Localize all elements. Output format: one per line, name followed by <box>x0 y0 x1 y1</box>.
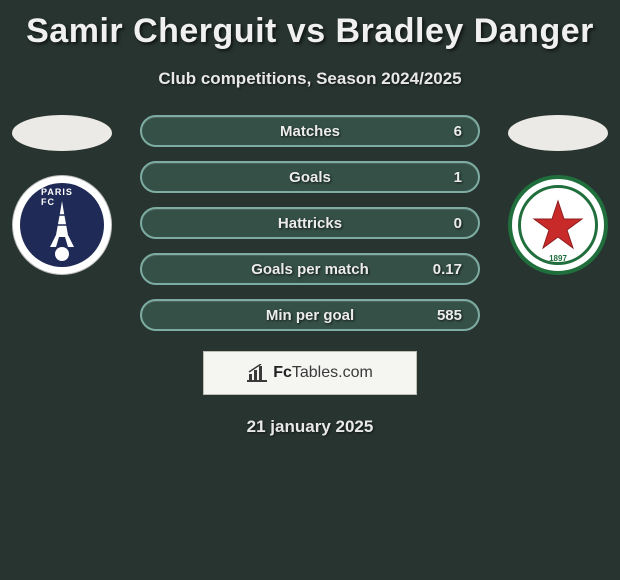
subtitle: Club competitions, Season 2024/2025 <box>0 69 620 89</box>
left-player-col: PARIS FC <box>2 115 122 275</box>
page-title: Samir Cherguit vs Bradley Danger <box>0 0 620 51</box>
logo-brand-right: Tables.com <box>292 364 373 381</box>
parisfc-ball-icon <box>55 247 69 261</box>
parisfc-badge-inner: PARIS FC <box>20 183 104 267</box>
redstar-year: 1897 <box>549 254 567 263</box>
chart-icon <box>247 364 267 382</box>
stat-row: Goals 1 <box>140 161 480 193</box>
left-club-badge: PARIS FC <box>12 175 112 275</box>
stat-label: Hattricks <box>278 215 342 232</box>
eiffel-tower-icon <box>48 201 76 247</box>
fctables-logo: FcTables.com <box>203 351 417 395</box>
stat-value: 585 <box>437 307 462 324</box>
right-player-col: 1897 <box>498 115 618 275</box>
stat-value: 6 <box>454 123 462 140</box>
redstar-badge-outer: 1897 <box>508 175 608 275</box>
stats-column: Matches 6 Goals 1 Hattricks 0 Goals per … <box>140 115 480 345</box>
right-club-badge: 1897 <box>508 175 608 275</box>
stat-label: Min per goal <box>266 307 354 324</box>
parisfc-badge-outer: PARIS FC <box>12 175 112 275</box>
stat-label: Matches <box>280 123 340 140</box>
date-line: 21 january 2025 <box>0 417 620 437</box>
stat-value: 0 <box>454 215 462 232</box>
logo-brand-left: Fc <box>273 364 292 381</box>
comparison-row: PARIS FC Matches 6 Goals 1 Hattricks 0 <box>0 115 620 345</box>
stat-row: Goals per match 0.17 <box>140 253 480 285</box>
stat-row: Hattricks 0 <box>140 207 480 239</box>
logo-text: FcTables.com <box>273 364 373 382</box>
red-star-icon <box>530 197 586 253</box>
stat-row: Matches 6 <box>140 115 480 147</box>
stat-value: 0.17 <box>433 261 462 278</box>
stat-row: Min per goal 585 <box>140 299 480 331</box>
right-avatar-placeholder <box>508 115 608 151</box>
left-avatar-placeholder <box>12 115 112 151</box>
stat-label: Goals per match <box>251 261 369 278</box>
stat-label: Goals <box>289 169 331 186</box>
stat-value: 1 <box>454 169 462 186</box>
